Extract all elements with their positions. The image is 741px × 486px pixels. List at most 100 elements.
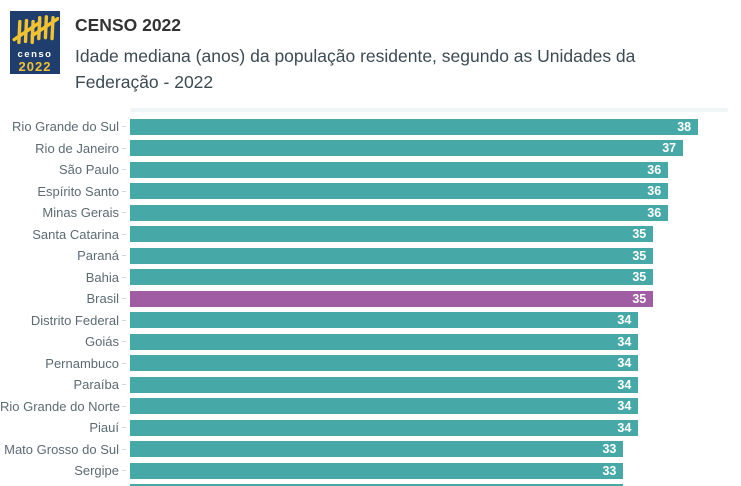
bar[interactable]: 34: [130, 333, 639, 350]
bar[interactable]: 35: [130, 226, 654, 243]
category-label: Pernambuco: [45, 355, 119, 371]
censo-2022-logo: censo 2022: [10, 11, 60, 74]
bar-track: 38: [130, 118, 728, 135]
axis-tick: [122, 276, 126, 278]
chart-row: Sergipe 33: [0, 460, 728, 482]
bar-track: 34: [130, 419, 728, 436]
chart-row: Rio de Janeiro 37: [0, 138, 728, 160]
bar[interactable]: 33: [130, 441, 624, 458]
axis-tick: [122, 190, 126, 192]
bar[interactable]: 34: [130, 398, 639, 415]
category-label: Espírito Santo: [37, 183, 119, 199]
value-label: 35: [632, 227, 647, 242]
logo-text-2022: 2022: [18, 59, 52, 74]
bar[interactable]: 34: [130, 355, 639, 372]
bar[interactable]: 36: [130, 161, 669, 178]
category-label: Goiás: [85, 334, 119, 350]
axis-tick: [122, 233, 126, 235]
axis-tick: [122, 384, 126, 386]
axis-tick: [122, 405, 126, 407]
bar[interactable]: 34: [130, 376, 639, 393]
axis-tick: [122, 470, 126, 472]
bar-track: 35: [130, 226, 728, 243]
scrollbar-track[interactable]: [130, 108, 728, 112]
axis-tick: [122, 255, 126, 257]
chart-row: Espírito Santo 36: [0, 181, 728, 203]
bar[interactable]: 33: [130, 462, 624, 479]
axis-tick: [122, 427, 126, 429]
bar-track: 34: [130, 312, 728, 329]
chart-row: Piauí 34: [0, 417, 728, 439]
chart-row: Rio Grande do Sul 38: [0, 116, 728, 138]
category-label: Rio Grande do Norte: [0, 398, 120, 414]
bar-track: 34: [130, 398, 728, 415]
value-label: 36: [647, 205, 662, 220]
value-label: 34: [617, 420, 632, 435]
chart-row: São Paulo 36: [0, 159, 728, 181]
chart-row: Paraíba 34: [0, 374, 728, 396]
category-label: Sergipe: [74, 463, 119, 479]
bar-track: 33: [130, 441, 728, 458]
bar-track: 34: [130, 376, 728, 393]
value-label: 34: [617, 377, 632, 392]
bar[interactable]: 34: [130, 419, 639, 436]
bar-track: 36: [130, 204, 728, 221]
category-label: Brasil: [86, 291, 119, 307]
chart-row: Mato Grosso do Sul 33: [0, 439, 728, 461]
value-label: 37: [662, 141, 677, 156]
bar[interactable]: 34: [130, 312, 639, 329]
bar-track: 37: [130, 140, 728, 157]
value-label: 38: [677, 119, 692, 134]
value-label: 33: [602, 463, 617, 478]
chart-row: Santa Catarina 35: [0, 224, 728, 246]
category-label: Paraíba: [73, 377, 119, 393]
axis-tick: [122, 298, 126, 300]
bar-track: 34: [130, 355, 728, 372]
chart-row: Pernambuco 34: [0, 353, 728, 375]
bar-track: 33: [130, 462, 728, 479]
axis-tick: [122, 212, 126, 214]
axis-tick: [122, 147, 126, 149]
value-label: 33: [602, 442, 617, 457]
category-label: Distrito Federal: [30, 312, 119, 328]
chart-row: Rio Grande do Norte 34: [0, 396, 728, 418]
category-label: Minas Gerais: [42, 205, 119, 221]
chart-row: Brasil 35: [0, 288, 728, 310]
bar-track: 35: [130, 290, 728, 307]
bar[interactable]: 35: [130, 247, 654, 264]
bar[interactable]: 35: [130, 269, 654, 286]
value-label: 36: [647, 184, 662, 199]
chart-row: Minas Gerais 36: [0, 202, 728, 224]
bar-track: 35: [130, 247, 728, 264]
category-label: Paraná: [77, 248, 119, 264]
category-label: Piauí: [89, 420, 119, 436]
bar-highlight[interactable]: 35: [130, 290, 654, 307]
axis-tick: [122, 362, 126, 364]
value-label: 35: [632, 291, 647, 306]
axis-tick: [122, 319, 126, 321]
title-block: CENSO 2022 Idade mediana (anos) da popul…: [75, 14, 720, 95]
value-label: 36: [647, 162, 662, 177]
chart-row: Goiás 34: [0, 331, 728, 353]
bar-track: 35: [130, 269, 728, 286]
value-label: 34: [617, 356, 632, 371]
value-label: 35: [632, 270, 647, 285]
chart-row: Paraná 35: [0, 245, 728, 267]
axis-tick: [122, 126, 126, 128]
category-label: São Paulo: [59, 162, 119, 178]
bar-track: 36: [130, 161, 728, 178]
bar-track: 34: [130, 333, 728, 350]
bar[interactable]: 36: [130, 204, 669, 221]
bar[interactable]: 36: [130, 183, 669, 200]
value-label: 35: [632, 248, 647, 263]
axis-tick: [122, 448, 126, 450]
clipped-bottom-bar[interactable]: [130, 483, 624, 486]
tally-marks-icon: [12, 15, 59, 45]
value-label: 34: [617, 334, 632, 349]
bar[interactable]: 38: [130, 118, 699, 135]
category-label: Rio Grande do Sul: [12, 119, 119, 135]
value-label: 34: [617, 399, 632, 414]
category-label: Rio de Janeiro: [35, 140, 119, 156]
bar[interactable]: 37: [130, 140, 684, 157]
